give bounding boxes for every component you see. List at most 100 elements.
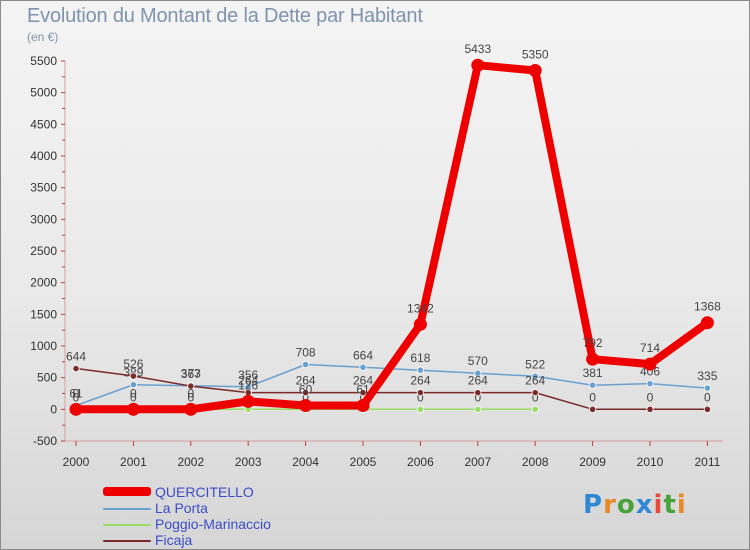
x-tick-label: 2008 [522, 455, 549, 469]
data-point [588, 381, 597, 389]
data-point [474, 369, 482, 377]
data-label: 0 [647, 390, 654, 404]
data-point [531, 389, 539, 397]
legend-swatch [103, 487, 151, 496]
series-line [75, 367, 709, 411]
data-label: 356 [238, 368, 258, 382]
data-point [471, 58, 485, 72]
y-tick-label: 2500 [30, 244, 57, 258]
data-point [359, 363, 367, 371]
data-label: 381 [583, 366, 603, 380]
legend-label: Ficaja [155, 532, 193, 548]
y-tick-label: 0 [50, 402, 57, 416]
data-point [129, 372, 137, 380]
y-tick-label: 3000 [30, 212, 57, 226]
data-point [299, 399, 313, 413]
x-tick-label: 2010 [637, 455, 664, 469]
data-label: 0 [130, 386, 137, 400]
data-label: 264 [353, 374, 373, 388]
y-tick-label: 4500 [30, 117, 57, 131]
data-label: 0 [360, 390, 367, 404]
x-tick-label: 2004 [292, 455, 319, 469]
data-point [474, 405, 482, 413]
data-label: 1342 [407, 301, 434, 315]
data-label: 522 [525, 357, 545, 371]
y-tick-label: 5500 [30, 54, 57, 68]
data-label: 5433 [464, 42, 491, 56]
data-point [129, 381, 137, 389]
data-label: 526 [123, 357, 143, 371]
data-point [184, 402, 198, 416]
data-label: 0 [130, 390, 137, 404]
legend-swatch [103, 540, 151, 542]
y-tick-label: 1500 [30, 307, 57, 321]
data-label: 0 [187, 386, 194, 400]
data-label: 5350 [522, 48, 549, 62]
data-point [416, 366, 424, 374]
data-point [187, 382, 195, 390]
y-tick-label: 5000 [30, 86, 57, 100]
data-point [69, 402, 83, 416]
data-point [646, 380, 654, 388]
data-point [528, 64, 542, 77]
x-tick-label: 2007 [464, 455, 491, 469]
x-tick-label: 2003 [235, 455, 262, 469]
x-tick-label: 2000 [63, 455, 90, 469]
data-label: 708 [296, 345, 316, 359]
y-tick-label: 4000 [30, 149, 57, 163]
data-label: 60 [299, 383, 313, 397]
data-label: 618 [410, 351, 430, 365]
data-point [359, 389, 367, 397]
proxiti-logo: Proxiti [583, 490, 687, 520]
data-label: 264 [468, 374, 488, 388]
x-tick-label: 2002 [177, 455, 204, 469]
chart-unit: (en €) [27, 30, 59, 44]
data-point [643, 357, 657, 371]
data-label: 264 [525, 374, 545, 388]
x-tick-label: 2005 [350, 455, 377, 469]
legend-label: Poggio-Marinaccio [155, 516, 271, 532]
data-label: 0 [589, 390, 596, 404]
legend-swatch [103, 524, 151, 526]
data-label: 1368 [694, 300, 721, 314]
data-point [356, 398, 370, 412]
data-label: 126 [238, 378, 258, 392]
data-point [531, 405, 539, 413]
data-point [703, 405, 712, 413]
data-label: 264 [296, 374, 316, 388]
legend-label: La Porta [155, 500, 208, 516]
data-point [646, 405, 654, 413]
x-tick-label: 2011 [694, 455, 720, 469]
data-point [72, 364, 80, 373]
data-label: 264 [238, 374, 258, 388]
data-point [586, 352, 600, 366]
data-label: 335 [697, 369, 717, 383]
y-tick-label: -500 [33, 434, 57, 448]
data-label: 373 [181, 367, 201, 381]
y-tick-label: 1000 [30, 339, 57, 353]
data-point [703, 384, 712, 392]
data-point [416, 389, 424, 397]
data-label: 0 [187, 390, 194, 404]
data-point [700, 316, 714, 330]
data-point [241, 394, 255, 408]
y-tick-label: 2000 [30, 276, 57, 290]
data-label: 0 [302, 390, 309, 404]
data-label: 570 [468, 354, 488, 368]
data-label: 664 [353, 348, 373, 362]
x-tick-label: 2009 [579, 455, 606, 469]
data-point [301, 360, 310, 369]
data-label: 0 [532, 390, 539, 404]
series-line [72, 61, 712, 414]
data-label: 714 [640, 341, 660, 355]
data-label: 0 [704, 390, 711, 404]
data-point [588, 405, 597, 413]
data-label: 264 [410, 374, 430, 388]
data-label: 644 [66, 350, 86, 364]
data-label: 792 [583, 336, 603, 350]
data-label: 0 [73, 390, 80, 404]
data-label: 61 [356, 382, 370, 396]
data-point [416, 405, 424, 413]
